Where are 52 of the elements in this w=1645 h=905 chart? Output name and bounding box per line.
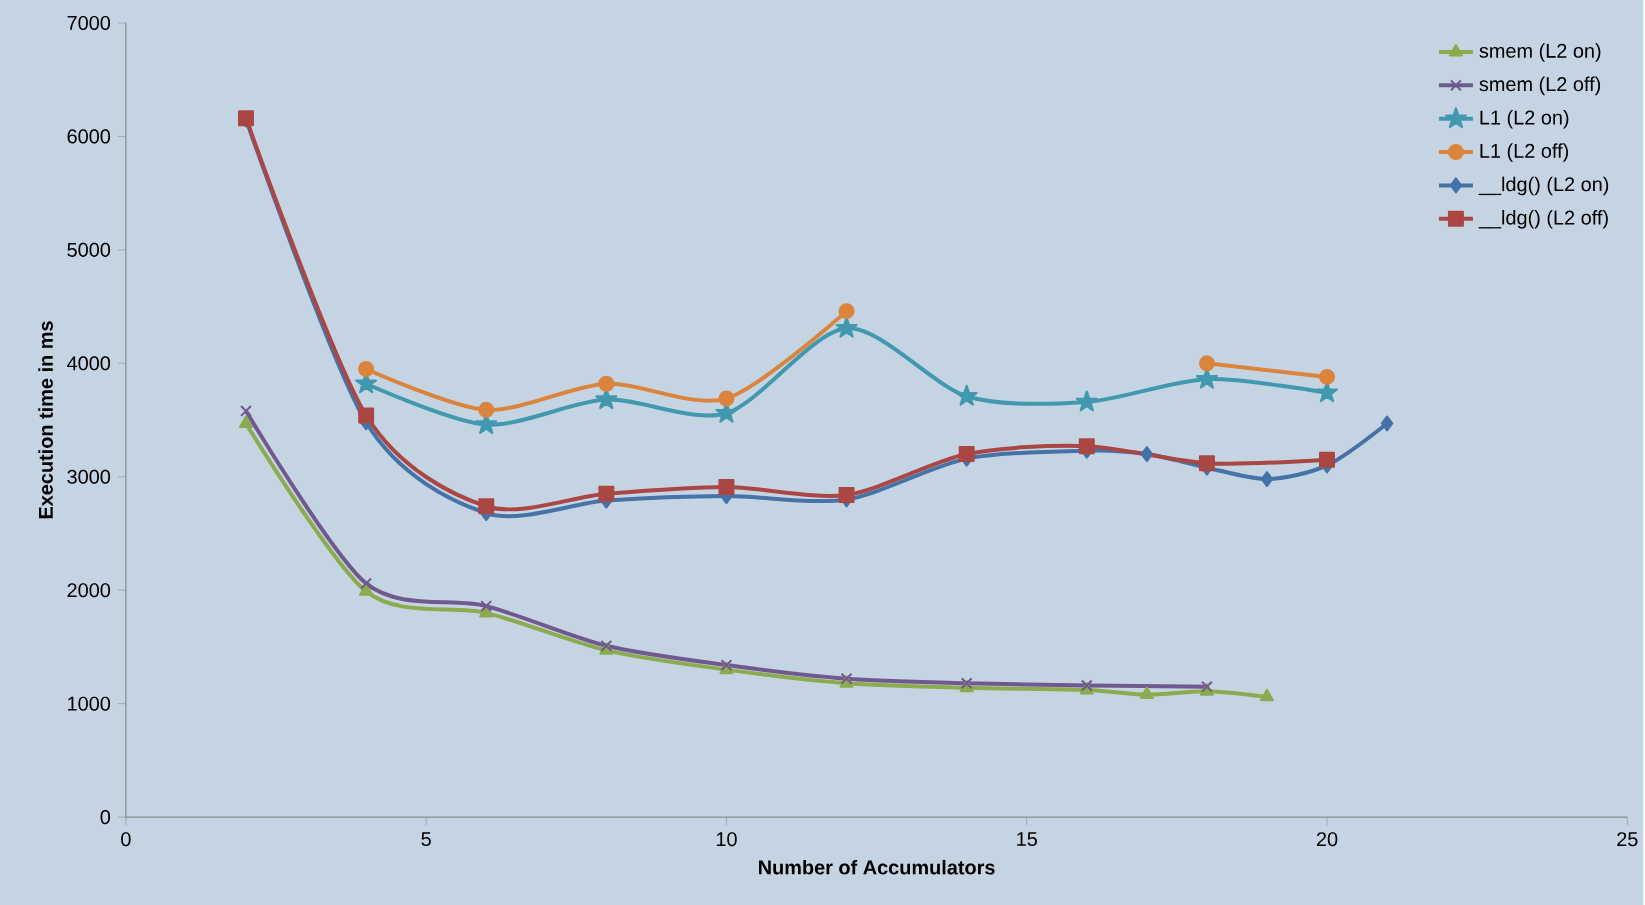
y-tick-label: 6000: [67, 129, 111, 144]
legend-label: smem (L2 on): [1479, 43, 1601, 62]
x-axis-title: Number of Accumulators: [759, 859, 995, 875]
point: [358, 407, 375, 424]
y-tick-label: 3000: [67, 469, 111, 484]
point: [1319, 451, 1336, 468]
point: [478, 401, 495, 418]
point: [1198, 355, 1215, 372]
point: [595, 388, 618, 410]
y-tick-label: 1000: [68, 696, 111, 711]
point: [238, 415, 254, 428]
y-axis-title: Execution time in ms: [38, 321, 53, 519]
y-tick-label: 0: [100, 810, 111, 825]
y-tick-label: 2000: [67, 583, 111, 598]
point: [598, 485, 615, 502]
point: [1075, 390, 1098, 412]
point: [240, 405, 252, 417]
x-tick-label: 5: [421, 832, 431, 847]
point: [718, 390, 735, 407]
x-tick-label: 25: [1617, 832, 1638, 847]
point: [358, 360, 375, 377]
y-tick-label: 7000: [67, 15, 111, 30]
point: [480, 600, 493, 613]
point: [359, 583, 374, 596]
legend-label: __ldg() (L2 on): [1478, 176, 1609, 196]
legend-label: L1 (L2 on): [1480, 109, 1569, 129]
point: [955, 384, 978, 406]
point: [1139, 686, 1154, 700]
y-tick-label: 5000: [67, 242, 111, 257]
point: [1078, 438, 1095, 455]
legend-label: smem (L2 off): [1479, 76, 1601, 96]
point: [1260, 471, 1274, 488]
point: [838, 303, 855, 320]
x-tick-label: 10: [716, 832, 737, 847]
legend-label: __ldg() (L2 off): [1478, 210, 1608, 229]
point: [360, 577, 373, 590]
point: [1259, 688, 1275, 702]
point: [1198, 455, 1215, 472]
y-tick-label: 4000: [67, 356, 111, 371]
point: [718, 478, 735, 495]
point: [835, 316, 858, 338]
point: [1319, 368, 1336, 385]
point: [838, 486, 855, 503]
x-tick-label: 15: [1017, 832, 1037, 847]
x-tick-label: 20: [1316, 832, 1338, 847]
point: [598, 375, 615, 392]
point: [958, 446, 975, 463]
x-tick-label: 0: [121, 832, 131, 847]
point: [1380, 415, 1394, 432]
point: [1140, 446, 1154, 463]
point: [478, 498, 495, 515]
legend-label: L1 (L2 off): [1480, 143, 1569, 162]
